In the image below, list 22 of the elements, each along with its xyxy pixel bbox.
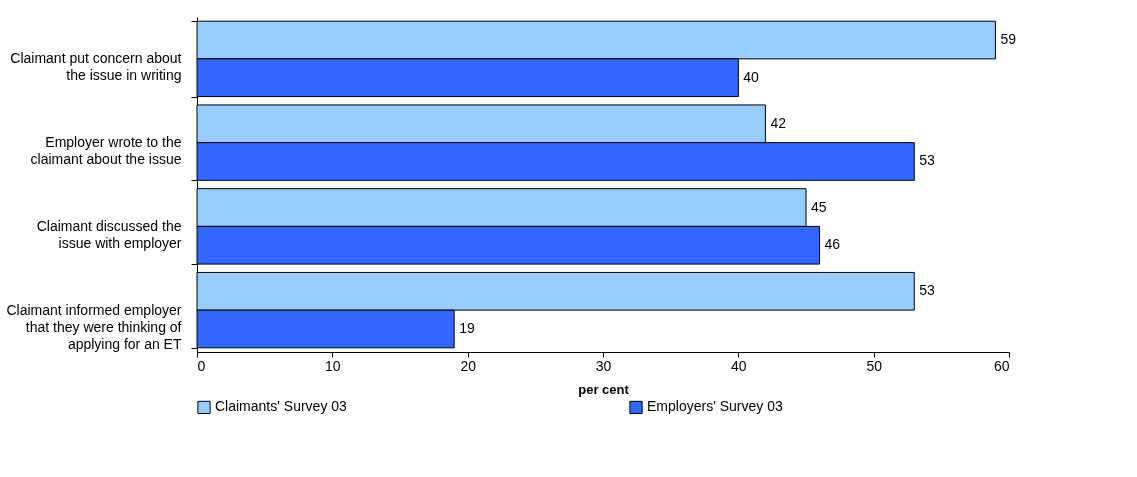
x-tick-label: 30 (595, 357, 612, 374)
data-label: 42 (770, 114, 787, 131)
data-label: 19 (459, 319, 475, 336)
legend-label: Employers' Survey 03 (647, 398, 783, 415)
x-tick-label: 60 (993, 357, 1010, 374)
y-tick-label: Claimant put concern about the issue in writing (10, 50, 182, 84)
x-tick-label: 0 (197, 357, 206, 374)
data-label: 40 (743, 68, 760, 85)
x-axis-title: per cent (578, 381, 630, 397)
data-label: 53 (919, 152, 936, 169)
y-tick-label: Employer wrote to the claimant about the issue (30, 134, 182, 168)
x-tick-label: 40 (731, 357, 747, 374)
legend-label: Claimants' Survey 03 (215, 398, 348, 415)
x-tick-label: 50 (866, 357, 883, 374)
x-tick-label: 10 (325, 357, 341, 374)
data-label: 45 (811, 198, 827, 215)
y-tick-label: Claimant informed employer that they were thinking of applying for an ET (6, 301, 182, 352)
y-tick-label: Claimant discussed the issue with employer (36, 217, 182, 251)
x-tick-label: 20 (460, 357, 477, 374)
data-label: 59 (1000, 31, 1017, 48)
data-label: 46 (824, 236, 841, 253)
data-label: 53 (919, 282, 936, 299)
